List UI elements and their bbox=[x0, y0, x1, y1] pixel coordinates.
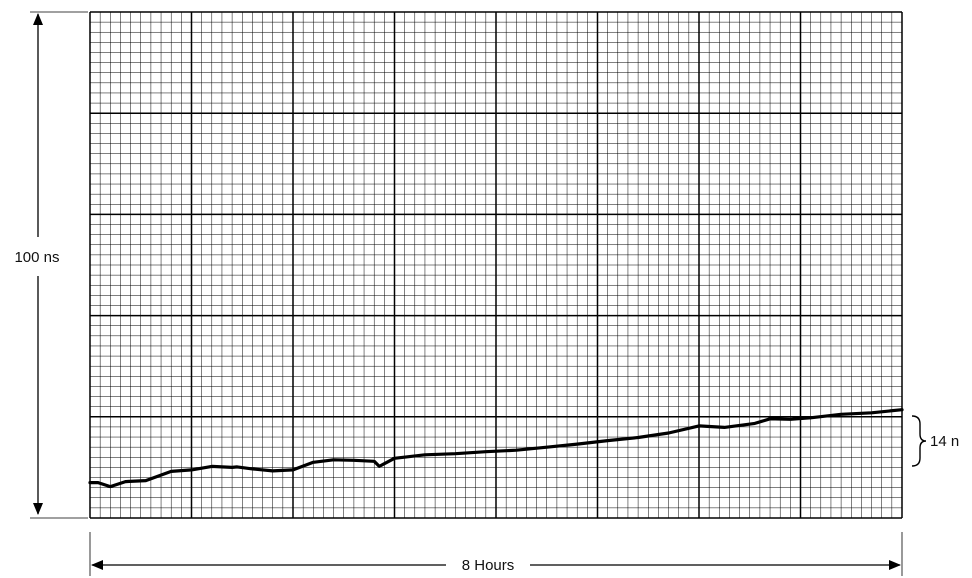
range-label: 14 n bbox=[930, 433, 959, 450]
chart-series-layer bbox=[88, 408, 904, 489]
x-span-label: 8 Hours bbox=[462, 557, 515, 574]
chart-grid-major bbox=[89, 11, 903, 519]
range-brace bbox=[911, 415, 927, 467]
series-line-0 bbox=[88, 408, 904, 489]
y-span-label: 100 ns bbox=[14, 249, 59, 266]
